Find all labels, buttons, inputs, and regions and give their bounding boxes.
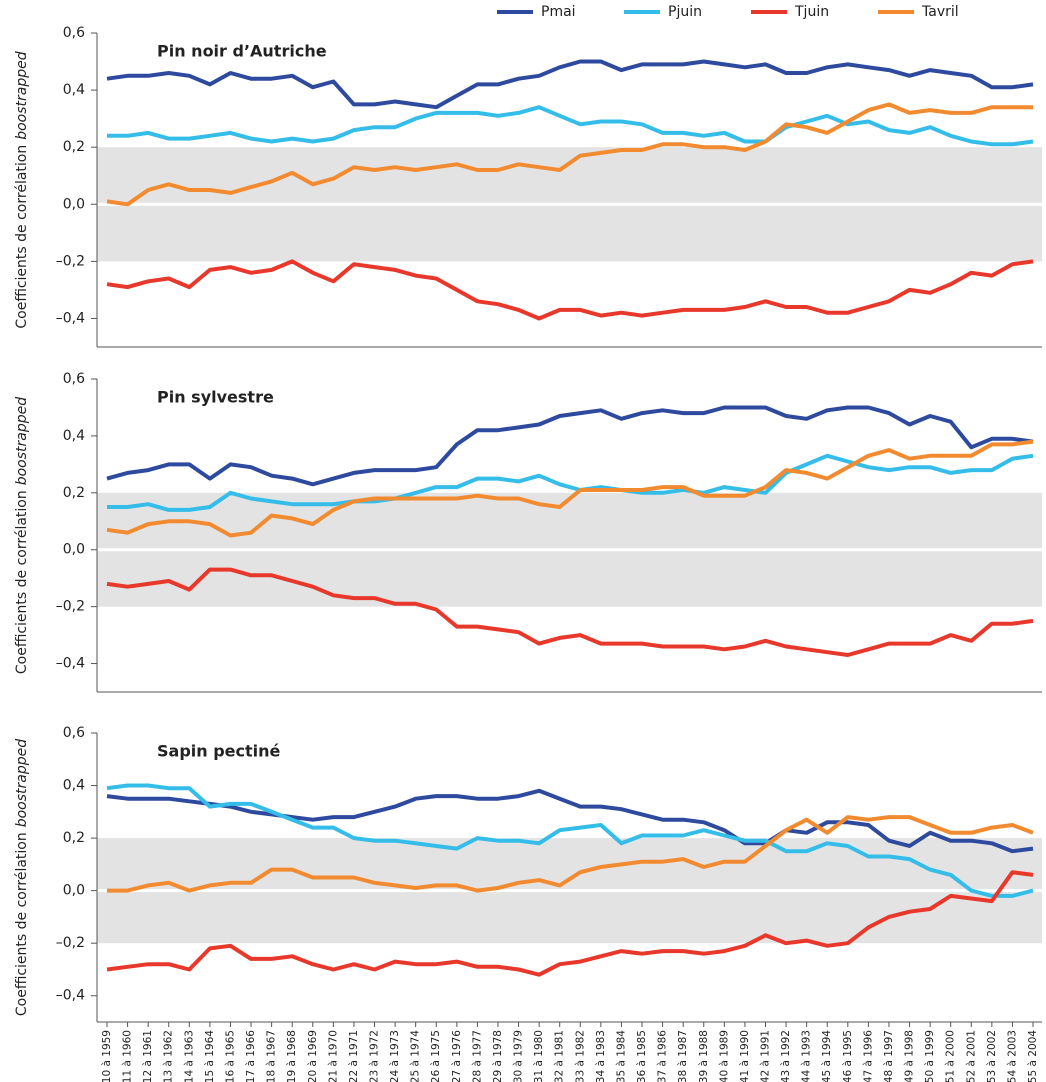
x-tick-label: 1947 à 1996 xyxy=(862,1030,874,1082)
y-tick-label: –0,4 xyxy=(56,988,85,1004)
y-axis-label-emphasis: boostrapped xyxy=(14,739,30,828)
y-tick-label: –0,4 xyxy=(56,310,85,326)
x-tick-label: 1954 à 2003 xyxy=(1006,1030,1018,1082)
x-tick-label: 1932 à 1981 xyxy=(554,1030,566,1082)
y-axis-label: Coefficients de corrélation boostrapped xyxy=(14,397,30,674)
x-tick-label: 1945 à 1994 xyxy=(821,1030,833,1082)
y-axis-label: Coefficients de corrélation boostrapped xyxy=(14,51,30,328)
x-tick-label: 1950 à 1999 xyxy=(924,1030,936,1082)
y-tick-label: 0,6 xyxy=(63,25,85,41)
legend-label: Tjuin xyxy=(794,4,829,20)
y-axis-label: Coefficients de corrélation boostrapped xyxy=(14,739,30,1016)
y-axis-label-text: Coefficients de corrélation xyxy=(14,490,30,674)
y-tick-label: 0,2 xyxy=(63,139,85,155)
series-line xyxy=(106,788,1034,854)
series-line xyxy=(107,105,1034,147)
x-tick-label: 1930 à 1979 xyxy=(513,1030,525,1082)
y-tick-label: 0,4 xyxy=(63,778,85,794)
legend-label: Pmai xyxy=(541,4,576,20)
x-tick-label: 1910 à 1959 xyxy=(101,1030,113,1082)
y-axis-label-text: Coefficients de corrélation xyxy=(14,145,30,329)
x-tick-label: 1952 à 2001 xyxy=(965,1030,977,1082)
x-tick-label: 1911 à 1960 xyxy=(122,1030,134,1082)
x-tick-label: 1917 à 1966 xyxy=(245,1030,257,1082)
y-tick-label: 0,0 xyxy=(63,883,85,899)
x-tick-label: 1928 à 1977 xyxy=(471,1030,483,1082)
legend-label: Tavril xyxy=(921,4,959,20)
x-tick-label: 1923 à 1972 xyxy=(369,1030,381,1082)
x-tick-label: 1944 à 1993 xyxy=(801,1030,813,1082)
panel-title: Pin noir d’Autriche xyxy=(157,42,327,61)
x-tick-label: 1912 à 1961 xyxy=(142,1030,154,1082)
x-tick-label: 1938 à 1987 xyxy=(677,1030,689,1082)
series-line xyxy=(106,405,1034,487)
x-tick-label: 1939 à 1988 xyxy=(698,1030,710,1082)
y-axis-label-emphasis: boostrapped xyxy=(14,397,30,486)
x-tick-label: 1942 à 1991 xyxy=(759,1030,771,1082)
x-tick-label: 1948 à 1997 xyxy=(883,1030,895,1082)
x-tick-label: 1927 à 1976 xyxy=(451,1030,463,1082)
x-tick-label: 1955 à 2004 xyxy=(1027,1030,1039,1082)
series-line xyxy=(106,567,1034,657)
x-tick-label: 1935 à 1984 xyxy=(615,1030,627,1082)
y-tick-label: 0,6 xyxy=(63,725,85,741)
series-line xyxy=(107,815,1034,893)
y-tick-label: 0,0 xyxy=(63,196,85,212)
x-tick-label: 1913 à 1962 xyxy=(163,1030,175,1082)
series-line xyxy=(106,870,1034,977)
x-tick-label: 1949 à 1998 xyxy=(904,1030,916,1082)
x-tick-label: 1943 à 1992 xyxy=(780,1030,792,1082)
x-tick-label: 1953 à 2002 xyxy=(986,1030,998,1082)
series-line xyxy=(106,783,1034,898)
x-tick-label: 1915 à 1964 xyxy=(204,1030,216,1082)
x-tick-label: 1937 à 1986 xyxy=(657,1030,669,1082)
y-tick-label: 0,0 xyxy=(63,542,85,558)
series-line xyxy=(106,439,1034,538)
y-tick-label: 0,4 xyxy=(63,82,85,98)
series-line xyxy=(106,259,1034,321)
x-tick-label: 1924 à 1973 xyxy=(389,1030,401,1082)
x-tick-label: 1925 à 1974 xyxy=(410,1030,422,1082)
y-tick-label: 0,2 xyxy=(63,485,85,501)
legend-label: Pjuin xyxy=(668,4,702,20)
series-line xyxy=(106,59,1034,110)
x-tick-label: 1914 à 1963 xyxy=(183,1030,195,1082)
y-tick-label: –0,2 xyxy=(56,599,85,615)
x-tick-label: 1919 à 1968 xyxy=(286,1030,298,1082)
series-line xyxy=(107,453,1034,512)
y-tick-label: 0,2 xyxy=(63,830,85,846)
x-tick-label: 1921 à 1970 xyxy=(327,1030,339,1082)
x-tick-label: 1931 à 1980 xyxy=(533,1030,545,1082)
x-tick-label: 1922 à 1971 xyxy=(348,1030,360,1082)
x-tick-label: 1940 à 1989 xyxy=(718,1030,730,1082)
series-line xyxy=(106,102,1033,207)
y-tick-label: –0,2 xyxy=(56,253,85,269)
panel-title: Sapin pectiné xyxy=(157,742,281,761)
x-tick-label: 1941 à 1990 xyxy=(739,1030,751,1082)
y-tick-label: 0,6 xyxy=(63,371,85,387)
x-tick-label: 1916 à 1965 xyxy=(224,1030,236,1082)
x-tick-label: 1934 à 1983 xyxy=(595,1030,607,1082)
x-tick-label: 1946 à 1995 xyxy=(842,1030,854,1082)
y-tick-label: 0,4 xyxy=(63,428,85,444)
y-tick-label: –0,4 xyxy=(56,656,85,672)
y-axis-label-text: Coefficients de corrélation xyxy=(14,832,30,1016)
x-tick-label: 1951 à 2000 xyxy=(945,1030,957,1082)
x-tick-label: 1920 à 1969 xyxy=(307,1030,319,1082)
x-tick-label: 1918 à 1967 xyxy=(266,1030,278,1082)
x-tick-label: 1929 à 1978 xyxy=(492,1030,504,1082)
panel-title: Pin sylvestre xyxy=(157,388,274,407)
y-tick-label: –0,2 xyxy=(56,935,85,951)
x-tick-label: 1926 à 1975 xyxy=(430,1030,442,1082)
x-tick-label: 1936 à 1985 xyxy=(636,1030,648,1082)
y-axis-label-emphasis: boostrapped xyxy=(14,51,30,140)
x-tick-label: 1933 à 1982 xyxy=(574,1030,586,1082)
